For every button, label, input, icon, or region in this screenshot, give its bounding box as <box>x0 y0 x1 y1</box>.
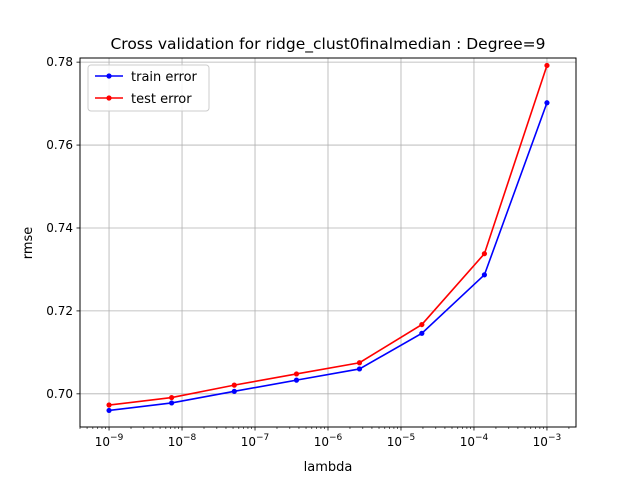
data-point <box>293 371 300 377</box>
data-point <box>169 400 175 406</box>
x-tick-label: 10−8 <box>168 433 197 449</box>
data-point <box>356 360 363 366</box>
data-point <box>481 272 488 278</box>
x-tick-label: 10−6 <box>314 433 343 449</box>
y-tick-label: 0.70 <box>46 387 73 401</box>
data-point <box>544 62 550 69</box>
legend: train error test error <box>87 64 210 112</box>
series-group <box>106 62 550 414</box>
legend-label: test error <box>131 92 192 107</box>
x-tick-label: 10−4 <box>460 433 489 449</box>
x-tick-label: 10−3 <box>533 433 562 449</box>
ticks: 10−9 10−8 10−7 10−6 10−5 10−4 10−3 0.70 0.72 0.74… <box>46 55 570 449</box>
series-line-1 <box>108 102 548 412</box>
data-point <box>106 407 112 414</box>
legend-swatch-marker <box>106 73 112 79</box>
x-tick-label: 10−9 <box>95 433 124 449</box>
chart-title: Cross validation for ridge_clust0finalme… <box>110 35 545 54</box>
data-point <box>356 366 363 372</box>
y-tick-label: 0.72 <box>46 304 73 318</box>
grid <box>80 58 576 427</box>
data-point <box>231 388 237 394</box>
x-tick-label: 10−7 <box>241 433 270 449</box>
y-tick-label: 0.74 <box>46 221 73 235</box>
data-point <box>169 394 175 401</box>
data-point <box>293 377 300 383</box>
y-axis-label: rmse <box>21 227 36 260</box>
y-tick-label: 0.78 <box>46 55 73 69</box>
data-point <box>419 330 425 336</box>
x-tick-label: 10−5 <box>387 433 416 449</box>
x-axis-label: lambda <box>304 460 353 475</box>
data-point <box>106 402 112 408</box>
series-line-2 <box>108 65 548 406</box>
legend-swatch-marker <box>106 95 112 101</box>
legend-label: train error <box>131 70 198 85</box>
data-point <box>231 382 237 388</box>
y-tick-label: 0.76 <box>46 138 73 152</box>
data-point <box>419 321 425 328</box>
data-point <box>544 100 550 106</box>
data-point <box>481 251 488 257</box>
